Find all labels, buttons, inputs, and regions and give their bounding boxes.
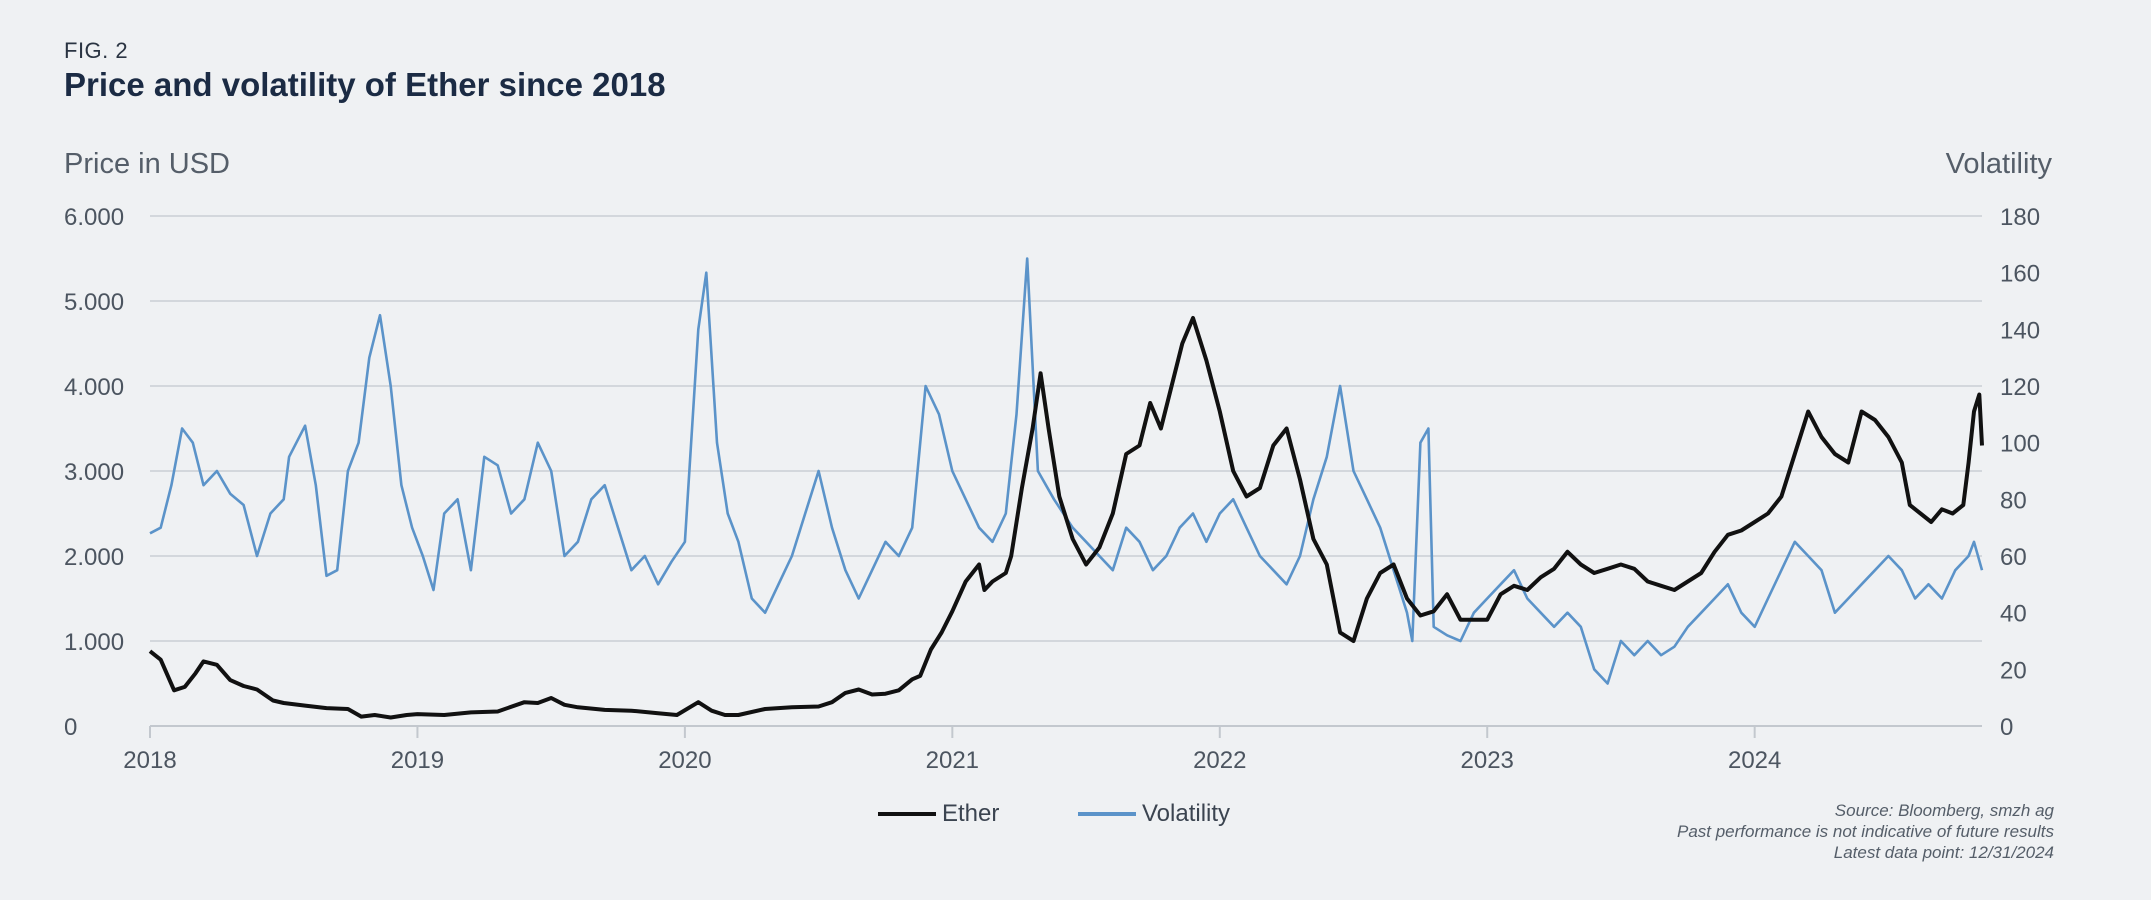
left-tick-label: 2.000 [64,544,124,571]
right-tick-label: 20 [2000,657,2027,684]
right-tick-label: 40 [2000,601,2027,628]
legend-item-volatility: Volatility [1078,800,1230,828]
x-tick-label: 2018 [123,747,176,774]
right-tick-label: 160 [2000,261,2040,288]
x-tick-label: 2020 [658,747,711,774]
x-tick-label: 2021 [926,747,979,774]
series-line-volatility [149,257,1984,685]
disclaimer-line: Past performance is not indicative of fu… [1676,822,2054,841]
latest-data-line: Latest data point: 12/31/2024 [1833,843,2054,862]
right-tick-label: 120 [2000,374,2040,401]
source-note: Source: Bloomberg, smzh ag Past performa… [1677,800,2054,863]
left-tick-label: 5.000 [64,289,124,316]
figure-label: FIG. 2 [64,38,129,63]
chart-legend: Ether Volatility [0,800,2151,840]
legend-item-ether: Ether [878,800,999,828]
figure-title: Price and volatility of Ether since 2018 [64,66,666,103]
grid-lines [150,215,1982,727]
right-tick-label: 100 [2000,431,2040,458]
right-axis-title: Volatility [1946,148,2053,180]
x-tick-label: 2023 [1461,747,1514,774]
series-volatility [149,257,1984,685]
right-tick-label: 80 [2000,487,2027,514]
left-axis-title: Price in USD [64,148,230,180]
series-ether [148,316,1984,720]
right-tick-label: 60 [2000,544,2027,571]
right-tick-label: 180 [2000,204,2040,231]
left-tick-label: 6.000 [64,204,124,231]
left-tick-label: 3.000 [64,459,124,486]
legend-swatch-ether [878,812,936,816]
left-tick-label: 4.000 [64,374,124,401]
left-tick-label: 1.000 [64,629,124,656]
left-tick-label: 0 [64,714,77,741]
series-line-ether [148,316,1984,720]
legend-label-ether: Ether [942,800,1000,827]
x-tick-label: 2019 [391,747,444,774]
legend-swatch-volatility [1078,812,1136,816]
right-axis-ticks: 0 20 40 60 80 100 120 140 160 180 [2000,204,2040,741]
left-axis-ticks: 0 1.000 2.000 3.000 4.000 5.000 6.000 [64,204,124,741]
source-line: Source: Bloomberg, smzh ag [1834,801,2054,820]
x-tick-label: 2024 [1728,747,1781,774]
x-axis-ticks: 2018 2019 2020 2021 2022 2023 2024 [123,726,1781,774]
right-tick-label: 140 [2000,317,2040,344]
right-tick-label: 0 [2000,714,2013,741]
x-tick-label: 2022 [1193,747,1246,774]
legend-label-volatility: Volatility [1142,800,1231,827]
